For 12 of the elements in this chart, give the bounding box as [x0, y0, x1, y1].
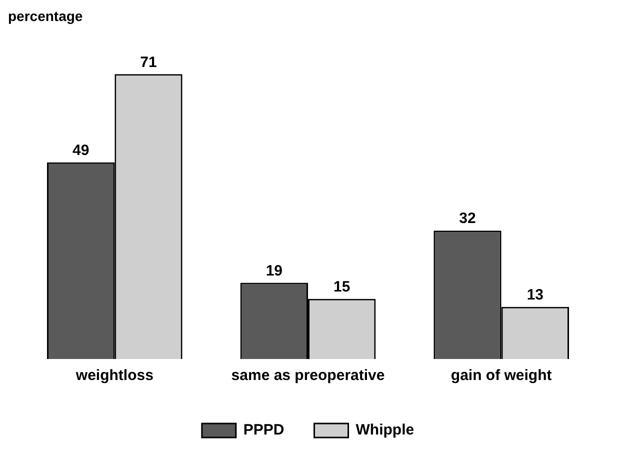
data-label: 13: [526, 286, 544, 304]
x-tick-label: gain of weight: [450, 367, 552, 384]
x-tick-label: weightloss: [74, 367, 154, 384]
y-axis-title: percentage: [8, 8, 84, 26]
data-label: 71: [140, 54, 157, 71]
x-tick-label: same as preoperative: [231, 367, 385, 384]
data-label: 49: [72, 142, 90, 160]
legend-label: PPPD: [243, 422, 284, 439]
legend-label: Whipple: [356, 422, 414, 439]
data-label: 19: [266, 262, 283, 280]
data-label: 32: [459, 210, 476, 228]
data-label: 15: [333, 278, 350, 296]
